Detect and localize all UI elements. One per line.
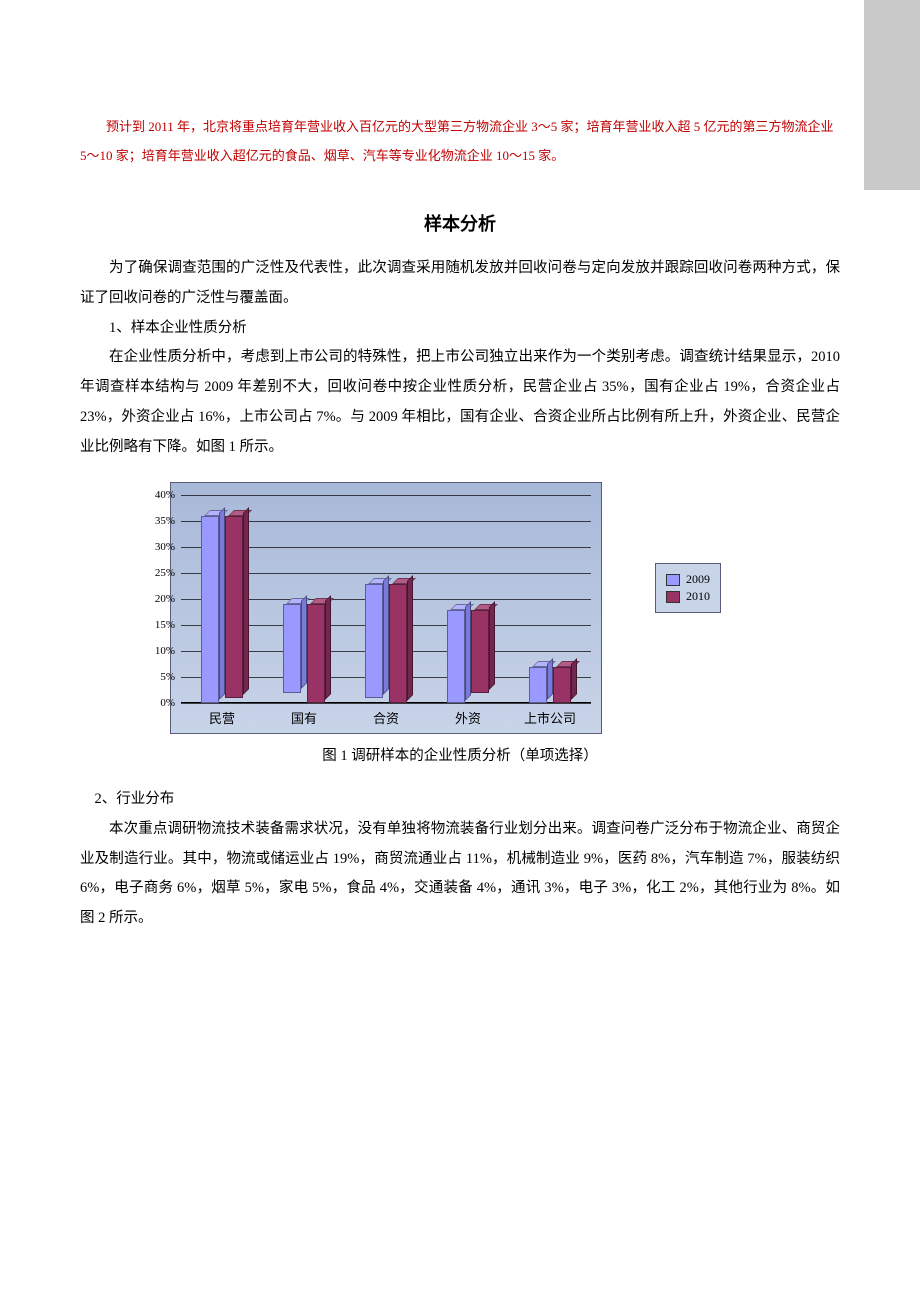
- chart-y-tick: 5%: [143, 671, 175, 683]
- chart-bar: [225, 516, 243, 698]
- chart-bar: [529, 667, 547, 703]
- chart-y-tick: 30%: [143, 541, 175, 553]
- chart-bar: [201, 516, 219, 703]
- chart-y-tick: 15%: [143, 619, 175, 631]
- chart-1-caption: 图 1 调研样本的企业性质分析（单项选择）: [80, 744, 840, 765]
- chart-y-tick: 0%: [143, 697, 175, 709]
- chart-gridline: [181, 495, 591, 496]
- subheading-2: 2、行业分布: [80, 785, 840, 815]
- chart-bar: [471, 610, 489, 693]
- chart-bar-group: [365, 584, 407, 704]
- subheading-1: 1、样本企业性质分析: [80, 314, 840, 344]
- chart-bar: [283, 604, 301, 692]
- document-page: 预计到 2011 年，北京将重点培育年营业收入百亿元的大型第三方物流企业 3～5…: [0, 0, 920, 1034]
- chart-1-container: 0%5%10%15%20%25%30%35%40% 民营国有合资外资上市公司 2…: [130, 482, 690, 734]
- chart-y-tick: 35%: [143, 515, 175, 527]
- section-title: 样本分析: [80, 210, 840, 236]
- intro-red-text: 预计到 2011 年，北京将重点培育年营业收入百亿元的大型第三方物流企业 3～5…: [80, 113, 840, 170]
- corner-shadow: [864, 0, 920, 190]
- chart-bar: [365, 584, 383, 698]
- chart-x-label: 国有: [291, 708, 317, 727]
- chart-1-plot-area: 0%5%10%15%20%25%30%35%40% 民营国有合资外资上市公司 2…: [170, 482, 602, 734]
- legend-row: 2010: [666, 589, 710, 604]
- chart-y-tick: 20%: [143, 593, 175, 605]
- chart-y-tick: 25%: [143, 567, 175, 579]
- chart-x-label: 外资: [455, 708, 481, 727]
- chart-bar-group: [447, 610, 489, 704]
- chart-x-label: 民营: [209, 708, 235, 727]
- chart-bar-group: [283, 604, 325, 703]
- paragraph-3: 本次重点调研物流技术装备需求状况，没有单独将物流装备行业划分出来。调查问卷广泛分…: [80, 815, 840, 934]
- chart-x-label: 合资: [373, 708, 399, 727]
- legend-swatch: [666, 574, 680, 586]
- chart-bar-group: [201, 516, 243, 703]
- legend-label: 2010: [686, 589, 710, 604]
- legend-swatch: [666, 591, 680, 603]
- chart-x-label: 上市公司: [524, 708, 576, 727]
- chart-bar: [447, 610, 465, 704]
- paragraph-1: 为了确保调查范围的广泛性及代表性，此次调查采用随机发放并回收问卷与定向发放并跟踪…: [80, 254, 840, 313]
- chart-bar: [307, 604, 325, 703]
- paragraph-2: 在企业性质分析中，考虑到上市公司的特殊性，把上市公司独立出来作为一个类别考虑。调…: [80, 343, 840, 462]
- chart-bar: [553, 667, 571, 703]
- legend-label: 2009: [686, 572, 710, 587]
- chart-gridline: [181, 703, 591, 704]
- legend-row: 2009: [666, 572, 710, 587]
- chart-bar: [389, 584, 407, 704]
- chart-bar-group: [529, 667, 571, 703]
- chart-y-tick: 40%: [143, 489, 175, 501]
- chart-y-tick: 10%: [143, 645, 175, 657]
- chart-1-legend: 2009 2010: [655, 563, 721, 613]
